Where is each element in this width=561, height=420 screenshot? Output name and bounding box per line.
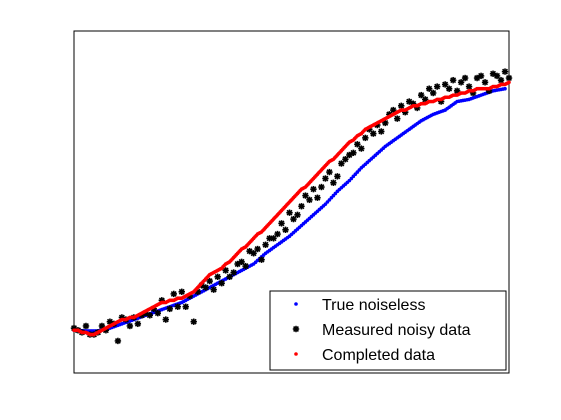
measured-point bbox=[418, 91, 425, 99]
measured-point bbox=[230, 269, 237, 276]
measured-point bbox=[302, 192, 309, 199]
completed-point bbox=[507, 80, 511, 85]
legend-dot-true bbox=[294, 302, 298, 306]
legend: True noiseless Measured noisy data Compl… bbox=[269, 290, 507, 371]
measured-point bbox=[290, 215, 297, 223]
measured-point bbox=[178, 288, 185, 295]
measured-point bbox=[82, 322, 90, 330]
measured-point bbox=[294, 211, 301, 219]
legend-box bbox=[269, 290, 507, 371]
measured-point bbox=[190, 318, 197, 325]
measured-point bbox=[477, 72, 485, 80]
measured-point bbox=[262, 241, 269, 248]
measured-point bbox=[258, 256, 265, 263]
measured-point bbox=[274, 230, 281, 238]
measured-point bbox=[206, 277, 213, 285]
measured-point bbox=[334, 173, 341, 180]
measured-point bbox=[445, 85, 453, 92]
completed-data-series bbox=[72, 80, 511, 337]
measured-point bbox=[310, 185, 317, 193]
measured-point bbox=[306, 196, 313, 204]
measured-point bbox=[441, 81, 449, 88]
measured-point bbox=[222, 267, 229, 274]
measured-point bbox=[226, 273, 233, 281]
legend-label-completed: Completed data bbox=[322, 347, 435, 364]
measured-point bbox=[465, 83, 473, 90]
measured-point bbox=[270, 235, 277, 242]
measured-point bbox=[338, 160, 345, 167]
measured-point bbox=[154, 309, 162, 317]
measured-point bbox=[318, 183, 325, 191]
measured-point bbox=[354, 141, 361, 148]
measured-point bbox=[250, 250, 257, 257]
measured-point bbox=[394, 115, 401, 122]
measured-point bbox=[358, 145, 365, 152]
legend-marker-true bbox=[294, 302, 298, 306]
legend-label-true: True noiseless bbox=[322, 297, 425, 314]
measured-point bbox=[218, 280, 225, 287]
true-point bbox=[503, 86, 507, 91]
measured-point bbox=[286, 209, 293, 216]
measured-point bbox=[134, 320, 142, 328]
measured-point bbox=[322, 175, 329, 182]
measured-point bbox=[330, 179, 337, 186]
measured-point bbox=[242, 262, 249, 270]
measured-point bbox=[114, 337, 122, 345]
legend-marker-completed bbox=[294, 352, 298, 356]
measured-point bbox=[433, 83, 441, 90]
measured-point bbox=[282, 226, 289, 233]
measured-point bbox=[398, 102, 405, 110]
measured-point bbox=[350, 149, 357, 157]
measured-point bbox=[362, 134, 369, 142]
measured-point bbox=[481, 79, 489, 86]
measured-point bbox=[461, 74, 469, 82]
measured-point bbox=[493, 72, 501, 80]
measured-point bbox=[382, 119, 389, 127]
legend-star-measured bbox=[292, 325, 300, 333]
measured-point bbox=[202, 284, 209, 291]
measured-point bbox=[170, 290, 177, 298]
measured-point bbox=[457, 79, 465, 86]
measured-point bbox=[146, 312, 154, 319]
measured-point bbox=[449, 76, 457, 84]
measured-point bbox=[278, 220, 285, 227]
measured-point bbox=[429, 89, 437, 97]
measured-point bbox=[174, 303, 181, 310]
measured-point bbox=[166, 305, 173, 313]
measured-point bbox=[214, 273, 221, 281]
measured-point bbox=[497, 76, 505, 84]
measured-point bbox=[370, 130, 377, 137]
measured-point bbox=[378, 128, 385, 135]
measured-point bbox=[342, 156, 349, 163]
measured-point bbox=[254, 245, 261, 253]
measured-point bbox=[182, 303, 189, 310]
measured-point bbox=[505, 74, 513, 82]
measured-point bbox=[425, 85, 433, 92]
measured-point bbox=[126, 322, 134, 330]
measured-point bbox=[298, 203, 305, 210]
legend-label-measured: Measured noisy data bbox=[322, 322, 471, 339]
measured-point bbox=[501, 68, 509, 75]
measured-point bbox=[314, 194, 321, 201]
legend-marker-measured bbox=[292, 325, 300, 333]
legend-dot-completed bbox=[294, 352, 298, 356]
measured-point bbox=[238, 258, 245, 266]
measured-point bbox=[326, 168, 333, 176]
measured-point bbox=[210, 286, 217, 293]
measured-point bbox=[162, 316, 169, 323]
